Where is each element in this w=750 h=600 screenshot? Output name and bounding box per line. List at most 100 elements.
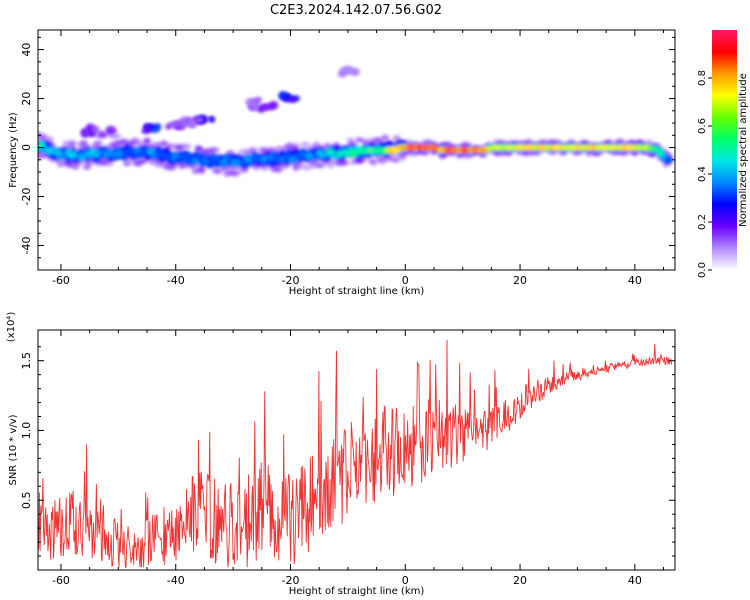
spectrogram-halo-cell xyxy=(105,160,114,167)
snr-frame xyxy=(37,329,676,571)
colorbar-tick-label: 0.2 xyxy=(697,214,708,230)
spectrogram-feature-cell xyxy=(105,125,117,134)
figure-title: C2E3.2024.142.07.56.G02 xyxy=(270,3,442,18)
spectrogram-halo-cell xyxy=(260,164,269,171)
spectrogram-halo-cell xyxy=(94,141,103,148)
snr-y-tick-label: 1.0 xyxy=(20,422,33,440)
spectrogram-halo-cell xyxy=(369,159,378,166)
spectrogram-halo-cell xyxy=(197,166,206,173)
spectrogram-feature-cell xyxy=(258,104,265,113)
snr-x-tick-label: 20 xyxy=(513,574,527,587)
spectrogram-feature-cell xyxy=(337,69,347,78)
snr-series-line xyxy=(38,339,673,568)
spectrogram-y-tick-label: -40 xyxy=(20,237,33,255)
snr-x-tick-label: 0 xyxy=(402,574,409,587)
spectrogram-feature-cell xyxy=(249,99,258,108)
spectrogram-feature-cell xyxy=(98,131,108,139)
spectrogram-y-tick-label: 0 xyxy=(20,144,33,151)
colorbar-tick-label: 0.0 xyxy=(697,262,708,278)
spectrogram-feature-cell xyxy=(165,123,172,130)
spectrogram-feature-cell xyxy=(289,96,297,103)
spectrogram-band-inner-cell xyxy=(664,156,673,163)
spectrogram-halo-cell xyxy=(211,147,220,154)
spectrogram-y-axis-label: Frequency (Hz) xyxy=(8,112,19,188)
spectrogram-feature-9 xyxy=(179,116,204,129)
spectrogram-halo-cell xyxy=(341,159,350,166)
spectrogram-y-tick-label: 40 xyxy=(20,43,33,57)
spectrogram-halo-cell xyxy=(375,137,384,144)
spectrogram-halo-cell xyxy=(183,143,192,150)
spectrogram-feature-cell xyxy=(188,119,197,129)
spectrogram-halo-cell xyxy=(214,168,223,175)
spectrogram-panel: -60 -40 -20 0 20 40 -40 -20 0 20 40 Height of stra… xyxy=(8,29,676,297)
spectrogram-halo-cell xyxy=(122,160,131,167)
snr-x-tick-label: -60 xyxy=(52,574,70,587)
spectrogram-feature-cell xyxy=(284,93,292,101)
spectrogram-halo-cell xyxy=(300,141,309,148)
spectrogram-halo-cell xyxy=(392,157,401,164)
spectrogram-halo-cell xyxy=(45,136,54,143)
spectrogram-feature-cell xyxy=(141,128,152,134)
spectrogram-x-tick-label: -20 xyxy=(282,274,300,287)
spectrogram-feature-cell xyxy=(80,128,89,138)
spectrogram-feature-8 xyxy=(337,65,360,78)
colorbar-tick-label: 0.4 xyxy=(697,166,708,182)
spectrogram-halo-cell xyxy=(318,162,327,169)
snr-x-tick-label: -40 xyxy=(167,574,185,587)
spectrogram-halo-cell xyxy=(165,143,174,150)
spectrogram-x-tick-label: 20 xyxy=(513,274,527,287)
snr-panel: -60 -40 -20 0 20 40 0.5 1.0 1.5 Height of straig… xyxy=(6,312,676,597)
spectrogram-x-tick-label: -40 xyxy=(167,274,185,287)
spectrogram-x-tick-label: -60 xyxy=(52,274,70,287)
spectrogram-feature-5 xyxy=(165,120,186,131)
spectrogram-band-inner-cell xyxy=(38,141,46,149)
spectrogram-data xyxy=(38,65,674,177)
spectrogram-y-tick-label: 20 xyxy=(20,92,33,106)
spectrogram-halo-cell xyxy=(237,148,246,155)
spectrogram-feature-cell xyxy=(208,117,216,123)
snr-y-axis-label: SNR (10 * v/v) xyxy=(8,414,19,485)
spectrogram-x-tick-label: 40 xyxy=(628,274,642,287)
colorbar: 0.0 0.2 0.4 0.6 0.8 Normalized spectral ampl… xyxy=(697,30,749,278)
spectrogram-feature-cell xyxy=(344,66,352,74)
snr-x-tick-label: 40 xyxy=(628,574,642,587)
spectrogram-feature-cell xyxy=(194,116,204,124)
snr-y-tick-label: 1.5 xyxy=(20,352,33,370)
spectrogram-halo-cell xyxy=(177,143,186,150)
spectrogram-halo-cell xyxy=(68,140,77,147)
snr-x-tick-label: -20 xyxy=(282,574,300,587)
spectrogram-band-core-cell xyxy=(648,146,656,151)
snr-y-tick-label: 0.5 xyxy=(20,491,33,509)
spectrogram-halo-cell xyxy=(292,143,301,150)
spectrogram-ticks: -60 -40 -20 0 20 40 -40 -20 0 20 40 xyxy=(20,30,675,287)
spectrogram-frame xyxy=(37,29,676,271)
spectrogram-feature-0 xyxy=(278,91,301,103)
spectrogram-halo-cell xyxy=(160,140,169,147)
spectrogram-feature-6 xyxy=(80,123,100,138)
colorbar-label: Normalized spectral amplitude xyxy=(738,73,749,227)
snr-data xyxy=(38,339,673,568)
spectrogram-feature-2 xyxy=(244,96,263,112)
spectrogram-halo-cell xyxy=(309,162,318,169)
spectrogram-halo-cell xyxy=(62,140,71,147)
spectrogram-feature-1 xyxy=(254,100,279,113)
spectrogram-y-tick-label: -20 xyxy=(20,188,33,206)
spectrogram-halo-cell xyxy=(381,134,390,141)
snr-x-axis-label: Height of straight line (km) xyxy=(289,586,425,597)
colorbar-tick-label: 0.6 xyxy=(697,118,708,134)
spectrogram-halo-cell xyxy=(194,145,203,152)
spectrogram-feature-cell xyxy=(108,133,121,139)
snr-multiplier-label: (x10⁴) xyxy=(6,312,17,343)
snr-ticks: -60 -40 -20 0 20 40 0.5 1.0 1.5 xyxy=(20,330,675,587)
spectrogram-band xyxy=(38,131,674,177)
spectrogram-feature-cell xyxy=(268,100,279,110)
spectrogram-feature-7 xyxy=(95,125,121,139)
spectrogram-halo-cell xyxy=(39,133,48,140)
spectrogram-feature-4 xyxy=(141,123,162,134)
spectrogram-x-tick-label: 0 xyxy=(402,274,409,287)
spectrogram-halo-cell xyxy=(143,137,152,144)
spectrogram-x-axis-label: Height of straight line (km) xyxy=(289,286,425,297)
colorbar-tick-label: 0.8 xyxy=(697,70,708,86)
colorbar-ticks: 0.0 0.2 0.4 0.6 0.8 xyxy=(697,70,712,278)
